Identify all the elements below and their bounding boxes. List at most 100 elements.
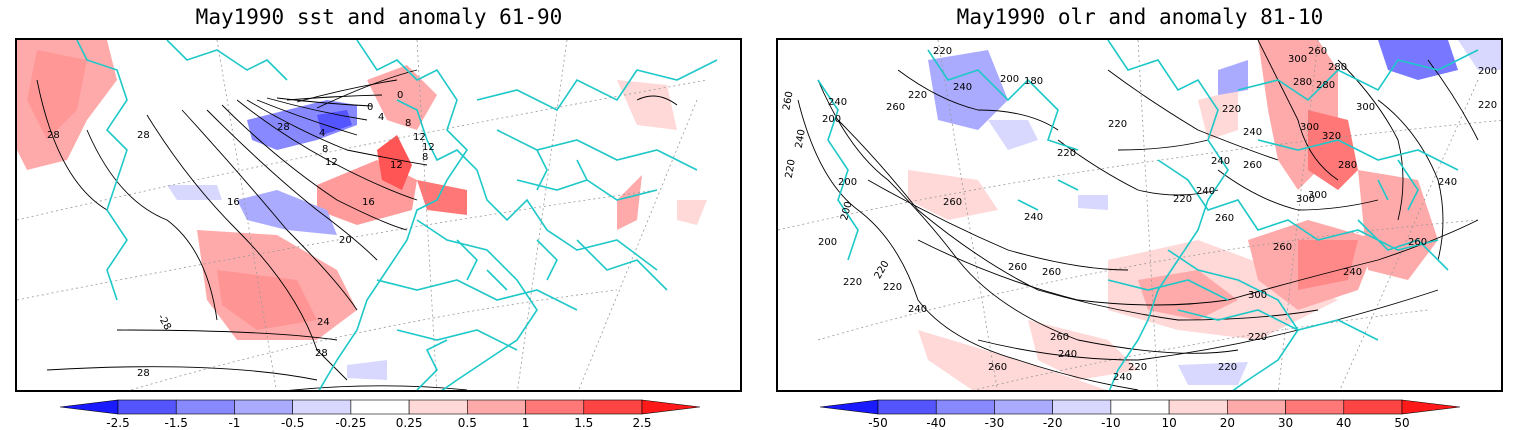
colorbar-min-triangle xyxy=(819,399,879,415)
contour-label: 260 xyxy=(1008,262,1027,273)
contour-label: 240 xyxy=(1196,186,1215,197)
sst-colorbar: -2.5 -1.5 -1 -0.5 -0.25 0.25 0.5 1 1.5 2.5 xyxy=(0,398,760,430)
sst-anomaly-shading xyxy=(17,40,707,340)
colorbar-bin xyxy=(1110,399,1170,415)
contour-label: 8 xyxy=(405,118,411,129)
contour-label: 260 xyxy=(1273,242,1292,253)
colorbar-tick-label: 40 xyxy=(1336,416,1352,430)
colorbar-bin xyxy=(877,399,937,415)
contour-label: 320 xyxy=(1322,131,1341,142)
olr-anomaly-shading xyxy=(908,40,1438,390)
contour-label: 220 xyxy=(1108,119,1127,130)
contour-label: 4 xyxy=(319,128,325,139)
contour-label: 260 xyxy=(1243,160,1262,171)
colorbar-tick-label: -1 xyxy=(228,416,241,430)
sst-coastlines xyxy=(76,40,718,390)
colorbar-min-triangle xyxy=(59,399,119,415)
contour-label: 200 xyxy=(838,177,857,188)
olr-panel-title: May1990 olr and anomaly 81-10 xyxy=(956,5,1324,29)
contour-label: 280 xyxy=(1338,160,1357,171)
contour-label: 240 xyxy=(1438,177,1457,188)
colorbar-tick-label: -0.5 xyxy=(280,416,305,430)
contour-label: 300 xyxy=(1356,102,1375,113)
contour-label: 28 xyxy=(277,122,290,133)
contour-label: 220 xyxy=(883,282,902,293)
colorbar-bin xyxy=(1052,399,1112,415)
colorbar-tick-label: 30 xyxy=(1277,416,1294,430)
colorbar-bin xyxy=(117,399,177,415)
contour-label: 12 xyxy=(325,157,338,168)
colorbar-bin xyxy=(935,399,995,415)
colorbar-tick-label: -1.5 xyxy=(164,416,188,430)
colorbar-bin xyxy=(994,399,1053,415)
contour-label: 260 xyxy=(886,102,905,113)
contour-label: 16 xyxy=(362,197,375,208)
contour-label: 8 xyxy=(422,152,428,163)
colorbar-bin xyxy=(234,399,293,415)
contour-label: 12 xyxy=(390,160,403,171)
contour-label: 300 xyxy=(1296,194,1315,205)
olr-anomaly-map: 260 240 240 220 200 220 240 260 200 180 … xyxy=(776,38,1503,392)
contour-label: 200 xyxy=(1478,66,1497,77)
contour-label: 8 xyxy=(322,144,328,155)
contour-label: 240 xyxy=(953,82,972,93)
contour-label: 4 xyxy=(378,112,384,123)
contour-label: 280 xyxy=(1293,77,1312,88)
contour-label: 220 xyxy=(843,277,862,288)
colorbar-bin xyxy=(350,399,410,415)
colorbar-tick-label: 50 xyxy=(1394,416,1410,430)
contour-label: 220 xyxy=(1173,194,1192,205)
olr-graticule xyxy=(778,40,1501,390)
colorbar-tick-label: 2.5 xyxy=(632,416,652,430)
colorbar-canvas xyxy=(59,399,701,415)
contour-label: 28 xyxy=(315,348,328,359)
contour-label: 28 xyxy=(137,368,150,379)
olr-coastlines xyxy=(817,40,1479,390)
contour-label: 12 xyxy=(422,142,435,153)
colorbar-bin xyxy=(583,399,643,415)
contour-label: 220 xyxy=(908,90,927,101)
contour-label: 220 xyxy=(1128,362,1147,373)
contour-label: 180 xyxy=(1024,76,1043,87)
contour-label: 200 xyxy=(1000,74,1019,85)
colorbar-tick-label: 0.25 xyxy=(395,416,423,430)
contour-label: 300 xyxy=(1248,290,1267,301)
contour-label: 240 xyxy=(1024,212,1043,223)
sst-anomaly-map: 28 28 28 24 20 16 16 12 12 12 8 8 4 4 0 … xyxy=(15,38,742,392)
contour-label: 220 xyxy=(1478,100,1497,111)
colorbar-tick-label: 1 xyxy=(521,416,530,430)
contour-label: 220 xyxy=(1248,332,1267,343)
colorbar-tick-label: 0.5 xyxy=(457,416,477,430)
contour-label: 16 xyxy=(227,197,240,208)
contour-label: 240 xyxy=(1058,349,1077,360)
contour-label: 0 xyxy=(397,90,403,101)
colorbar-tick-label: -30 xyxy=(984,416,1005,430)
colorbar-tick-label: -10 xyxy=(1101,416,1121,430)
contour-label: 260 xyxy=(1042,267,1061,278)
colorbar-bin xyxy=(408,399,468,415)
colorbar-bin xyxy=(1168,399,1228,415)
colorbar-tick-label: 10 xyxy=(1161,416,1177,430)
contour-label: 0 xyxy=(367,102,373,113)
sst-map-canvas: 28 28 28 24 20 16 16 12 12 12 8 8 4 4 0 … xyxy=(17,40,718,390)
olr-map-canvas: 260 240 240 220 200 220 240 260 200 180 … xyxy=(778,40,1501,390)
contour-label: 200 xyxy=(818,237,837,248)
colorbar-tick-label: 20 xyxy=(1219,416,1235,430)
colorbar-max-triangle xyxy=(641,399,701,415)
contour-label: 240 xyxy=(828,97,847,108)
colorbar-bin xyxy=(1285,399,1345,415)
colorbar-bin xyxy=(1343,399,1403,415)
contour-label: 24 xyxy=(317,317,330,328)
colorbar-max-triangle xyxy=(1401,399,1461,415)
colorbar-tick-label: -2.5 xyxy=(106,416,130,430)
sst-panel-title: May1990 sst and anomaly 61-90 xyxy=(195,5,563,29)
contour-label: 280 xyxy=(1316,80,1335,91)
contour-label: 20 xyxy=(339,235,352,246)
colorbar-bin xyxy=(525,399,585,415)
sst-contours xyxy=(36,69,678,390)
contour-label: 260 xyxy=(1215,213,1234,224)
contour-label: 260 xyxy=(781,90,795,111)
contour-label: 260 xyxy=(1308,46,1327,57)
contour-label: 260 xyxy=(1408,237,1427,248)
contour-label: 240 xyxy=(794,128,808,149)
